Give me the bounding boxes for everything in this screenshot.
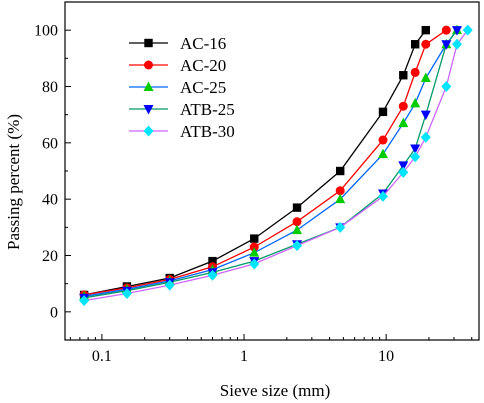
data-point-atb-30	[164, 279, 175, 291]
data-point-ac-25	[249, 247, 260, 257]
y-axis-title: Passing percent (%)	[4, 114, 23, 250]
y-tick-label: 60	[42, 135, 58, 152]
y-tick-label: 0	[50, 304, 58, 321]
data-point-atb-30	[420, 131, 431, 143]
y-tick-label: 100	[34, 23, 58, 40]
series-line-ac-20	[83, 29, 447, 296]
series-line-atb-30	[83, 29, 469, 302]
data-point-ac-16	[336, 166, 345, 176]
data-point-atb-25	[420, 110, 431, 121]
data-point-ac-20	[398, 101, 408, 111]
legend-label-atb-30: ATB-30	[180, 122, 235, 141]
legend: AC-16 AC-20 AC-25 ATB-25 ATB-30	[129, 34, 235, 141]
x-axis-title: Sieve size (mm)	[220, 381, 330, 400]
axes: 0 20 40 60 80 100 0.1 1 10	[34, 1, 480, 365]
legend-label-ac-16: AC-16	[180, 34, 226, 53]
data-point-atb-25	[441, 40, 452, 50]
series-atb-30	[79, 24, 473, 307]
x-tick-label: 1	[240, 348, 248, 365]
data-point-ac-20	[249, 242, 259, 252]
data-point-ac-16	[399, 71, 408, 80]
data-point-atb-25	[410, 144, 421, 154]
y-tick-label: 20	[42, 248, 58, 265]
data-point-ac-20	[378, 135, 388, 145]
legend-marker-atb-30	[143, 125, 154, 137]
legend-label-ac-25: AC-25	[180, 78, 226, 97]
legend-marker-ac-25	[143, 81, 154, 91]
y-tick-label: 80	[42, 79, 58, 96]
data-point-atb-30	[410, 151, 421, 163]
data-point-ac-25	[410, 97, 421, 108]
x-tick-label: 10	[378, 348, 394, 365]
data-point-ac-16	[421, 25, 430, 35]
data-point-atb-30	[441, 81, 452, 92]
legend-label-ac-20: AC-20	[180, 56, 226, 75]
data-point-atb-30	[335, 221, 346, 233]
data-point-atb-30	[207, 269, 218, 281]
y-tick-label: 40	[42, 192, 58, 209]
data-point-atb-30	[79, 295, 90, 307]
data-point-ac-25	[335, 193, 346, 204]
data-point-ac-25	[398, 117, 409, 128]
data-point-ac-20	[441, 25, 451, 35]
data-point-ac-25	[292, 224, 303, 235]
data-point-ac-20	[292, 217, 302, 227]
legend-label-atb-25: ATB-25	[180, 100, 235, 119]
legend-marker-atb-25	[143, 105, 154, 115]
data-point-ac-25	[377, 148, 388, 159]
data-point-atb-25	[451, 26, 462, 36]
data-point-atb-30	[462, 24, 473, 36]
data-point-ac-25	[420, 72, 431, 83]
data-point-ac-16	[410, 40, 420, 49]
data-point-ac-20	[410, 67, 420, 77]
legend-marker-ac-20	[144, 60, 153, 70]
data-point-atb-30	[292, 240, 303, 252]
data-point-atb-30	[249, 258, 260, 270]
data-point-atb-30	[398, 166, 409, 178]
series-layer	[79, 24, 473, 307]
data-point-ac-16	[208, 256, 217, 266]
data-point-ac-20	[335, 186, 345, 196]
series-ac-20	[79, 25, 451, 300]
data-point-atb-25	[398, 161, 409, 171]
x-tick-label: 0.1	[92, 348, 112, 365]
legend-marker-ac-16	[144, 38, 153, 48]
data-point-ac-16	[250, 234, 259, 243]
data-point-ac-16	[292, 203, 302, 212]
data-point-atb-30	[121, 288, 132, 300]
series-atb-25	[79, 26, 462, 304]
data-point-atb-30	[377, 190, 388, 202]
data-point-atb-30	[451, 38, 462, 50]
data-point-ac-20	[421, 39, 431, 49]
data-point-ac-16	[378, 107, 388, 117]
